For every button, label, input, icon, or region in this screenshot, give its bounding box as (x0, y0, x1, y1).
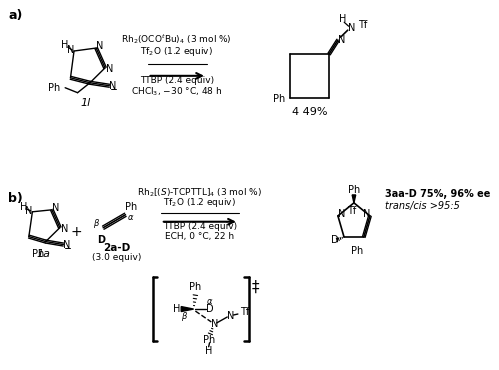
Text: 3aa-D 75%, 96% ee: 3aa-D 75%, 96% ee (385, 189, 491, 199)
Polygon shape (181, 307, 194, 312)
Text: N: N (338, 209, 345, 219)
Text: N: N (109, 81, 117, 91)
Text: N: N (67, 45, 74, 55)
Text: Tf: Tf (358, 20, 367, 30)
Text: H: H (173, 304, 181, 314)
Text: H: H (61, 40, 69, 50)
Text: Ph: Ph (32, 249, 45, 259)
Text: CHCl$_3$, −30 °C, 48 h: CHCl$_3$, −30 °C, 48 h (131, 85, 223, 98)
Text: 1a: 1a (36, 249, 50, 259)
Text: N: N (348, 23, 356, 33)
Text: a): a) (8, 9, 23, 22)
Text: ‡: ‡ (252, 280, 259, 295)
Text: H: H (339, 14, 346, 24)
Text: TTBP (2.4 equiv): TTBP (2.4 equiv) (163, 222, 237, 231)
Text: b): b) (8, 192, 23, 205)
Polygon shape (352, 195, 356, 203)
Text: Tf$_2$O (1.2 equiv): Tf$_2$O (1.2 equiv) (164, 196, 236, 209)
Text: Tf: Tf (347, 206, 357, 216)
Text: Ph: Ph (272, 94, 285, 104)
Text: Ph: Ph (203, 335, 215, 345)
Text: N: N (227, 311, 235, 321)
Text: +: + (71, 225, 82, 239)
Text: 4 49%: 4 49% (292, 107, 327, 117)
Text: H: H (205, 346, 213, 356)
Text: Tf: Tf (241, 307, 250, 317)
Text: N: N (63, 239, 71, 249)
Text: Ph: Ph (348, 185, 360, 195)
Text: H: H (20, 202, 27, 212)
Text: D: D (206, 304, 214, 314)
Text: Rh$_2$(OCO$^t$Bu)$_4$ (3 mol %): Rh$_2$(OCO$^t$Bu)$_4$ (3 mol %) (121, 32, 232, 46)
Text: Ph: Ph (125, 202, 138, 212)
Text: $\beta$: $\beta$ (181, 310, 188, 323)
Text: $\alpha$: $\alpha$ (206, 297, 213, 306)
Text: 2a-D: 2a-D (103, 242, 130, 253)
Text: N: N (211, 319, 219, 329)
Text: (3.0 equiv): (3.0 equiv) (92, 253, 141, 262)
Text: Tf$_2$O (1.2 equiv): Tf$_2$O (1.2 equiv) (140, 44, 213, 57)
Text: $\beta$: $\beta$ (93, 217, 101, 230)
Text: Ph: Ph (48, 83, 61, 93)
Text: N: N (338, 35, 345, 45)
Text: D: D (97, 235, 105, 245)
Text: Rh$_2$[($S$)-TCPTTL]$_4$ (3 mol %): Rh$_2$[($S$)-TCPTTL]$_4$ (3 mol %) (137, 187, 262, 199)
Text: N: N (52, 203, 59, 213)
Text: Ph: Ph (351, 246, 363, 256)
Text: $\alpha$: $\alpha$ (127, 213, 134, 222)
Text: ECH, 0 °C, 22 h: ECH, 0 °C, 22 h (165, 232, 235, 241)
Text: N: N (106, 64, 113, 74)
Text: N: N (60, 224, 68, 234)
Text: D: D (331, 235, 339, 245)
Text: 1l: 1l (80, 98, 91, 108)
Text: N: N (363, 209, 370, 219)
Text: Ph: Ph (189, 282, 202, 292)
Text: N: N (96, 41, 103, 51)
Text: trans/cis >95:5: trans/cis >95:5 (385, 201, 460, 211)
Text: TTBP (2.4 equiv): TTBP (2.4 equiv) (140, 76, 214, 85)
Text: N: N (25, 206, 32, 216)
